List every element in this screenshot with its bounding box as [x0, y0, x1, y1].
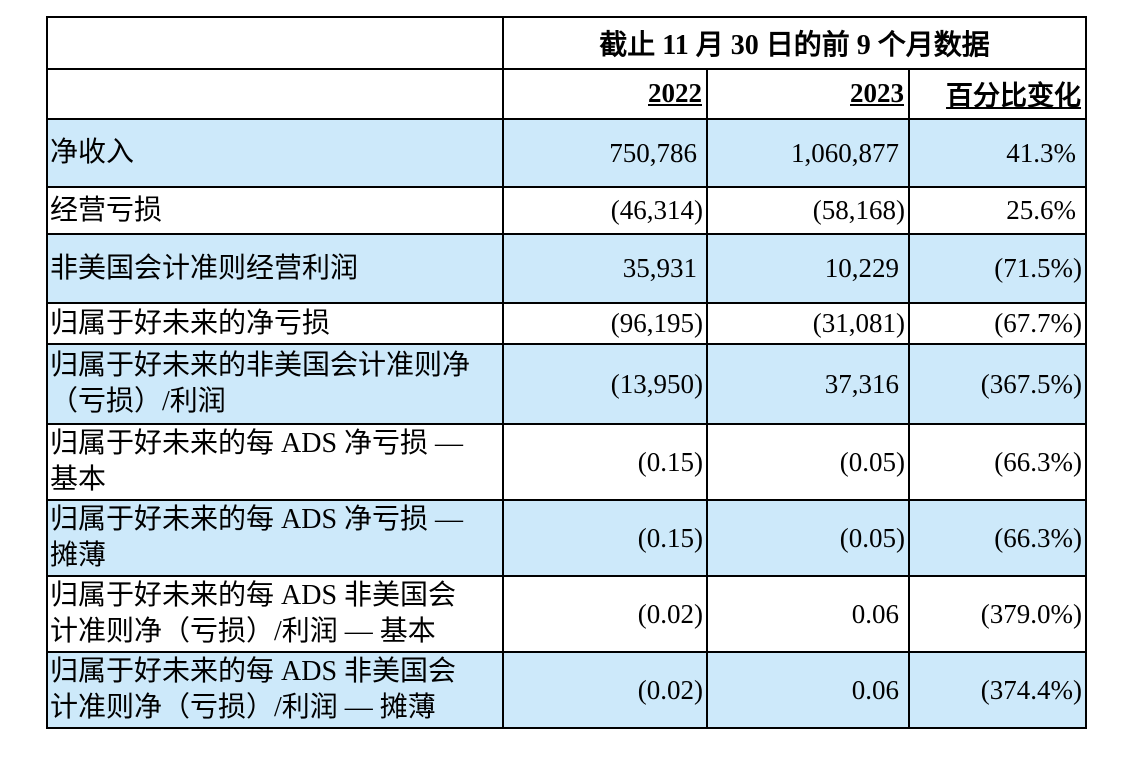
header-row-columns: 2022 2023 百分比变化 — [46, 68, 1088, 120]
table-row: 归属于好未来的每 ADS 非美国会 计准则净（亏损）/利润 — 基本 (0.02… — [46, 575, 1088, 653]
column-header-2022: 2022 — [502, 68, 708, 120]
change-cell: (66.3%) — [907, 423, 1088, 501]
row-label-cell: 归属于好未来的每 ADS 净亏损 — 摊薄 — [46, 499, 504, 577]
value-2023-cell: 37,316 — [706, 343, 910, 425]
row-label-cell: 非美国会计准则经营利润 — [46, 233, 504, 304]
row-label-cell: 归属于好未来的非美国会计准则净 （亏损）/利润 — [46, 343, 504, 425]
value-2022-cell: (46,314) — [502, 186, 708, 235]
table-row: 归属于好未来的净亏损 (96,195) (31,081) (67.7%) — [46, 302, 1088, 345]
change-cell: (367.5%) — [907, 343, 1088, 425]
row-label-cell: 经营亏损 — [46, 186, 504, 235]
row-label-cell: 归属于好未来的每 ADS 净亏损 — 基本 — [46, 423, 504, 501]
value-2023-cell: 10,229 — [706, 233, 910, 304]
change-cell: (66.3%) — [907, 499, 1088, 577]
corner-empty-cell — [46, 16, 504, 70]
change-cell: 41.3% — [907, 118, 1088, 188]
value-2022-cell: (0.15) — [502, 423, 708, 501]
value-2022-cell: 35,931 — [502, 233, 708, 304]
value-2022-cell: (0.02) — [502, 651, 708, 729]
period-title: 截止 11 月 30 日的前 9 个月数据 — [501, 16, 1088, 70]
change-cell: (379.0%) — [907, 575, 1088, 653]
value-2023-cell: 0.06 — [706, 651, 910, 729]
change-cell: (374.4%) — [907, 651, 1088, 729]
table-row: 归属于好未来的每 ADS 非美国会 计准则净（亏损）/利润 — 摊薄 (0.02… — [46, 651, 1088, 729]
value-2023-cell: 1,060,877 — [706, 118, 910, 188]
value-2023-cell: (0.05) — [706, 423, 910, 501]
value-2022-cell: (96,195) — [502, 302, 708, 345]
value-2023-cell: 0.06 — [706, 575, 910, 653]
row-label-cell: 归属于好未来的净亏损 — [46, 302, 504, 345]
table-row: 非美国会计准则经营利润 35,931 10,229 (71.5%) — [46, 233, 1088, 304]
table-row: 归属于好未来的每 ADS 净亏损 — 基本 (0.15) (0.05) (66.… — [46, 423, 1088, 501]
table-row: 归属于好未来的每 ADS 净亏损 — 摊薄 (0.15) (0.05) (66.… — [46, 499, 1088, 577]
change-cell: 25.6% — [907, 186, 1088, 235]
value-2023-cell: (58,168) — [706, 186, 910, 235]
corner-empty-cell — [46, 68, 504, 120]
value-2023-cell: (0.05) — [706, 499, 910, 577]
row-label-cell: 净收入 — [46, 118, 504, 188]
header-row-period: 截止 11 月 30 日的前 9 个月数据 — [46, 16, 1088, 70]
table-row: 净收入 750,786 1,060,877 41.3% — [46, 118, 1088, 188]
row-label-cell: 归属于好未来的每 ADS 非美国会 计准则净（亏损）/利润 — 基本 — [46, 575, 504, 653]
change-cell: (67.7%) — [907, 302, 1088, 345]
column-header-change: 百分比变化 — [907, 68, 1088, 120]
value-2022-cell: (0.15) — [502, 499, 708, 577]
value-2023-cell: (31,081) — [706, 302, 910, 345]
row-label-cell: 归属于好未来的每 ADS 非美国会 计准则净（亏损）/利润 — 摊薄 — [46, 651, 504, 729]
value-2022-cell: 750,786 — [502, 118, 708, 188]
table-row: 归属于好未来的非美国会计准则净 （亏损）/利润 (13,950) 37,316 … — [46, 343, 1088, 425]
financial-table: 截止 11 月 30 日的前 9 个月数据 2022 2023 百分比变化 净收… — [46, 16, 1088, 729]
value-2022-cell: (13,950) — [502, 343, 708, 425]
change-cell: (71.5%) — [907, 233, 1088, 304]
column-header-2023: 2023 — [706, 68, 910, 120]
value-2022-cell: (0.02) — [502, 575, 708, 653]
table-row: 经营亏损 (46,314) (58,168) 25.6% — [46, 186, 1088, 235]
